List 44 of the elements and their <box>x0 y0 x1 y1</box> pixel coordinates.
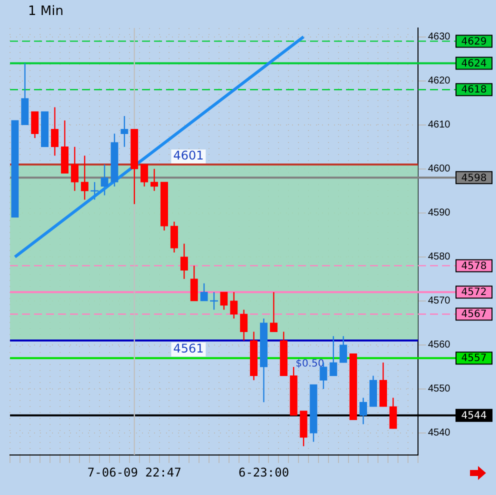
candlestick <box>80 155 88 200</box>
candlestick <box>190 265 198 302</box>
candlestick <box>50 106 59 156</box>
y-tick-label: 4570 <box>428 296 451 307</box>
candlestick <box>180 243 188 280</box>
candlestick <box>240 309 248 342</box>
candlestick <box>170 221 178 254</box>
candlestick <box>140 164 148 188</box>
y-tick-label: 4610 <box>428 120 451 131</box>
y-tick-label: 4620 <box>428 76 451 87</box>
candlestick <box>230 292 238 320</box>
candlestick <box>270 292 278 332</box>
x-tick-label: 6-23:00 <box>238 465 290 480</box>
ref-line-label: 4618 <box>461 84 487 96</box>
ref-line-label: 4557 <box>461 353 487 364</box>
candlestick <box>100 164 108 196</box>
y-tick-label: 4590 <box>428 208 451 219</box>
chart-title: 1 Min <box>28 4 64 19</box>
y-tick-label: 4580 <box>428 252 451 263</box>
candlestick <box>359 397 368 425</box>
x-tick-label: 7-06-09 22:47 <box>87 465 182 480</box>
ref-line-label: 4629 <box>461 36 487 48</box>
candlestick <box>330 336 338 376</box>
ref-line-label: 4572 <box>461 287 487 298</box>
y-tick-label: 4600 <box>428 164 451 175</box>
candlestick <box>340 336 348 364</box>
y-tick-label: 4540 <box>428 428 451 439</box>
candlestick <box>70 146 79 192</box>
candlestick <box>200 282 208 302</box>
y-tick-label: 4630 <box>428 32 451 43</box>
ref-line-label: 4624 <box>461 58 487 70</box>
candlestick <box>120 115 128 148</box>
ref-line-label: 4578 <box>461 260 487 272</box>
y-tick-label: 4550 <box>428 384 451 395</box>
candlestick <box>150 168 158 192</box>
candlestick <box>220 292 228 310</box>
y-tick-label: 4560 <box>428 340 451 351</box>
candlestick <box>389 397 397 430</box>
ref-line-label: 4598 <box>461 172 487 184</box>
annotation: 4561 <box>173 342 204 356</box>
ref-line-label: 4544 <box>461 410 487 422</box>
candlestick <box>31 111 39 139</box>
annotation: 4601 <box>173 148 204 163</box>
ref-line-label: 4567 <box>461 309 487 320</box>
